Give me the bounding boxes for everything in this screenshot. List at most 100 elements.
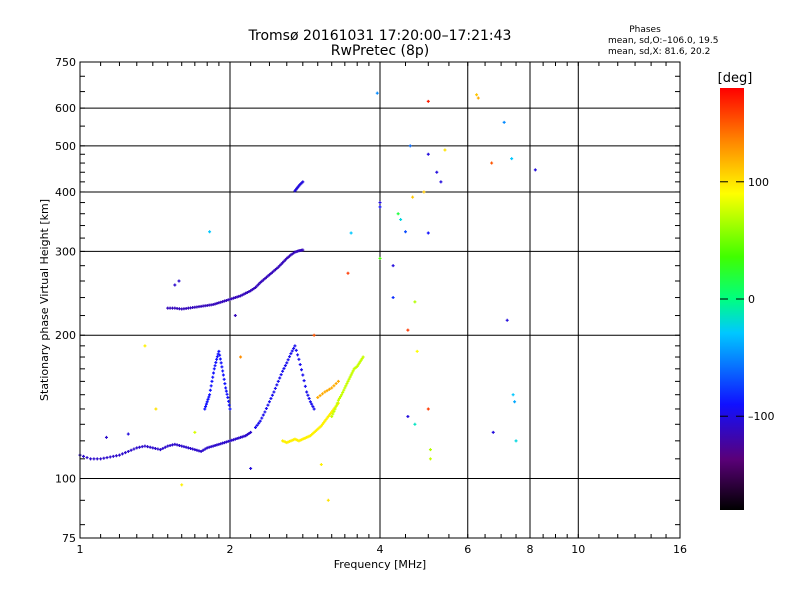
echo-point [300,368,304,372]
x-tick-label: 1 [77,543,84,556]
echo-point [351,369,355,373]
echo-point [337,396,341,400]
echo-point [247,432,251,436]
echo-points [78,91,537,502]
echo-point [348,375,352,379]
y-axis-label: Stationary phase Virtual Height [km] [38,199,51,401]
x-tick-label: 16 [673,543,687,556]
echo-point [137,445,141,449]
echo-point [225,392,229,396]
echo-point [104,435,108,439]
echo-point [215,355,219,359]
echo-point [443,148,447,152]
echo-point [226,395,230,399]
echo-point [258,419,262,423]
chart-subtitle: RwPretec (8p) [331,43,429,59]
echo-point [117,453,121,457]
echo-point [511,393,515,397]
echo-point [408,144,412,148]
echo-point [92,457,96,461]
colorbar-tick-label: –100 [748,410,775,423]
echo-point [491,430,495,434]
echo-point [140,445,144,449]
x-tick-label: 6 [464,543,471,556]
colorbar-tick-label: 0 [748,293,755,306]
echo-point [95,457,99,461]
echo-point [126,432,130,436]
echo-point [349,231,353,235]
echo-point [114,454,118,458]
echo-point [426,99,430,103]
echo-point [308,400,312,404]
phase-info-heading: Phases [629,25,661,35]
echo-point [340,393,344,397]
echo-point [286,358,290,362]
echo-point [375,91,379,95]
echo-point [307,396,311,400]
echo-point [361,355,365,359]
echo-point [288,355,292,359]
echo-point [253,425,257,429]
echo-point [264,407,268,411]
echo-point [233,314,237,318]
echo-point [513,400,517,404]
echo-point [252,287,256,291]
echo-point [428,457,432,461]
echo-point [267,400,271,404]
echo-point [249,430,253,434]
echo-point [201,448,205,452]
echo-point [143,444,147,448]
echo-point [218,353,222,357]
echo-point [281,369,285,373]
echo-point [278,376,282,380]
echo-point [239,294,243,298]
echo-point [391,296,395,300]
echo-point [249,289,253,293]
echo-point [276,379,280,383]
echo-point [334,382,338,386]
echo-point [208,230,212,234]
echo-point [319,463,323,467]
echo-point [327,387,331,391]
echo-point [302,379,306,383]
echo-point [180,483,184,487]
x-tick-label: 10 [571,543,585,556]
colorbar-label: [deg] [718,71,753,86]
echo-point [199,449,203,453]
echo-point [154,407,158,411]
phase-info-x: mean, sd,X: 81.6, 20.2 [608,47,710,57]
echo-point [146,445,150,449]
echo-point [297,357,301,361]
echo-point [224,389,228,393]
echo-point [261,413,265,417]
echo-point [197,449,201,453]
echo-point [350,371,354,375]
echo-point [244,291,248,295]
echo-point [345,382,349,386]
echo-point [406,328,410,332]
echo-point [403,230,407,234]
echo-point [346,379,350,383]
echo-point [212,367,216,371]
echo-point [205,400,209,404]
echo-point [293,344,297,348]
echo-point [336,398,340,402]
colorbar-ticks: 100 0 –100 [720,176,775,423]
y-tick-label: 600 [55,102,76,115]
echo-point [426,231,430,235]
echo-point [332,409,336,413]
colorbar-tick-label: 100 [748,176,769,189]
echo-point [326,498,330,502]
echo-point [177,279,181,283]
echo-point [257,282,261,286]
echo-point [305,390,309,394]
echo-point [206,397,210,401]
echo-point [344,384,348,388]
echo-point [296,353,300,357]
x-axis-label: Frequency [MHz] [334,558,426,571]
echo-point [272,390,276,394]
echo-point [158,448,162,452]
echo-point [294,348,298,352]
echo-point [224,386,228,390]
